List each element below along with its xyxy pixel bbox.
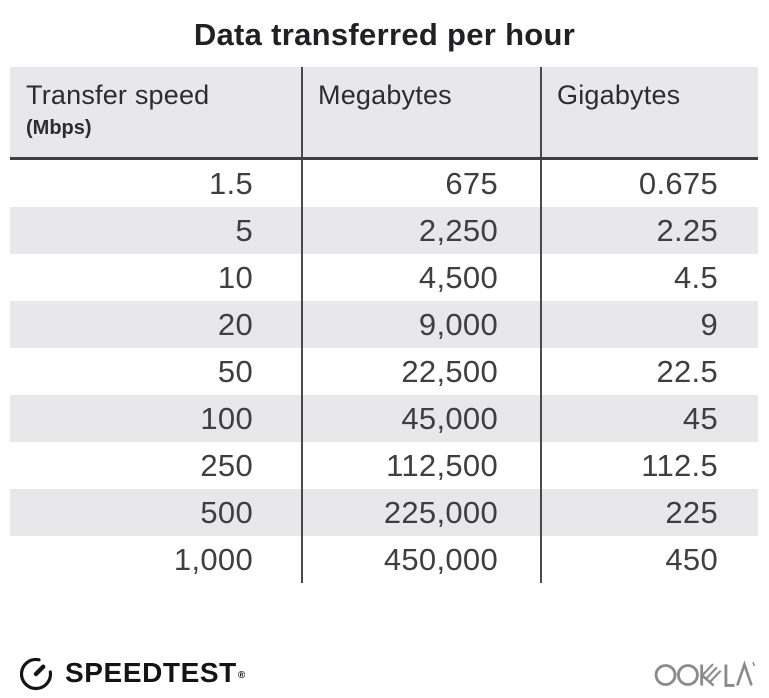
column-header-transfer-speed: Transfer speed (Mbps): [10, 67, 303, 157]
cell-speed: 250: [10, 442, 303, 489]
cell-megabytes: 4,500: [303, 254, 542, 301]
cell-gigabytes: 0.675: [638, 166, 718, 201]
ookla-wordmark: [654, 660, 756, 687]
table-header-row: Transfer speed (Mbps) Megabytes Gigabyte…: [10, 67, 758, 160]
cell-megabytes: 112,500: [303, 442, 542, 489]
cell-gigabytes: 450: [665, 542, 718, 577]
cell-megabytes: 225,000: [303, 489, 542, 536]
data-table: Transfer speed (Mbps) Megabytes Gigabyte…: [10, 67, 758, 583]
table-row: 10 4,500 4.5: [10, 254, 758, 301]
speedtest-gauge-icon: [19, 657, 53, 691]
cell-gigabytes: 4.5: [674, 260, 718, 295]
table-row: 5 2,250 2.25: [10, 207, 758, 254]
column-header-megabytes: Megabytes: [303, 67, 542, 157]
table-body: 1.5 675 0.675 5 2,250 2.25 10 4,500 4.5 20 9,000 9 5…: [10, 160, 758, 583]
column-header-unit: (Mbps): [26, 117, 92, 139]
speedtest-wordmark: SPEEDTEST: [65, 657, 237, 688]
cell-gigabytes: 45: [682, 401, 718, 436]
cell-speed: 1.5: [10, 160, 303, 207]
cell-gigabytes: 225: [665, 495, 718, 530]
cell-megabytes: 22,500: [303, 348, 542, 395]
cell-speed: 5: [10, 207, 303, 254]
cell-gigabytes: 2.25: [656, 213, 718, 248]
cell-speed: 10: [10, 254, 303, 301]
table-row: 250 112,500 112.5: [10, 442, 758, 489]
table-row: 100 45,000 45: [10, 395, 758, 442]
cell-speed: 500: [10, 489, 303, 536]
table-row: 500 225,000 225: [10, 489, 758, 536]
page-title: Data transferred per hour: [193, 17, 576, 52]
table-row: 1,000 450,000 450: [10, 536, 758, 583]
column-header-label: Gigabytes: [557, 80, 681, 110]
cell-speed: 1,000: [10, 536, 303, 583]
cell-speed: 50: [10, 348, 303, 395]
cell-megabytes: 450,000: [303, 536, 542, 583]
cell-speed: 20: [10, 301, 303, 348]
cell-megabytes: 9,000: [303, 301, 542, 348]
table-row: 20 9,000 9: [10, 301, 758, 348]
cell-megabytes: 45,000: [303, 395, 542, 442]
column-header-label: Transfer speed: [26, 80, 210, 110]
cell-gigabytes: 22.5: [656, 354, 718, 389]
cell-megabytes: 2,250: [303, 207, 542, 254]
registered-trademark-symbol: ®: [237, 669, 246, 681]
cell-gigabytes: 9: [700, 307, 718, 342]
table-row: 50 22,500 22.5: [10, 348, 758, 395]
column-header-gigabytes: Gigabytes: [542, 67, 758, 157]
cell-speed: 100: [10, 395, 303, 442]
cell-gigabytes: 112.5: [641, 448, 718, 483]
column-header-label: Megabytes: [318, 80, 452, 110]
speedtest-logo: SPEEDTEST ®: [17, 653, 246, 695]
table-row: 1.5 675 0.675: [10, 160, 758, 207]
cell-megabytes: 675: [303, 160, 542, 207]
